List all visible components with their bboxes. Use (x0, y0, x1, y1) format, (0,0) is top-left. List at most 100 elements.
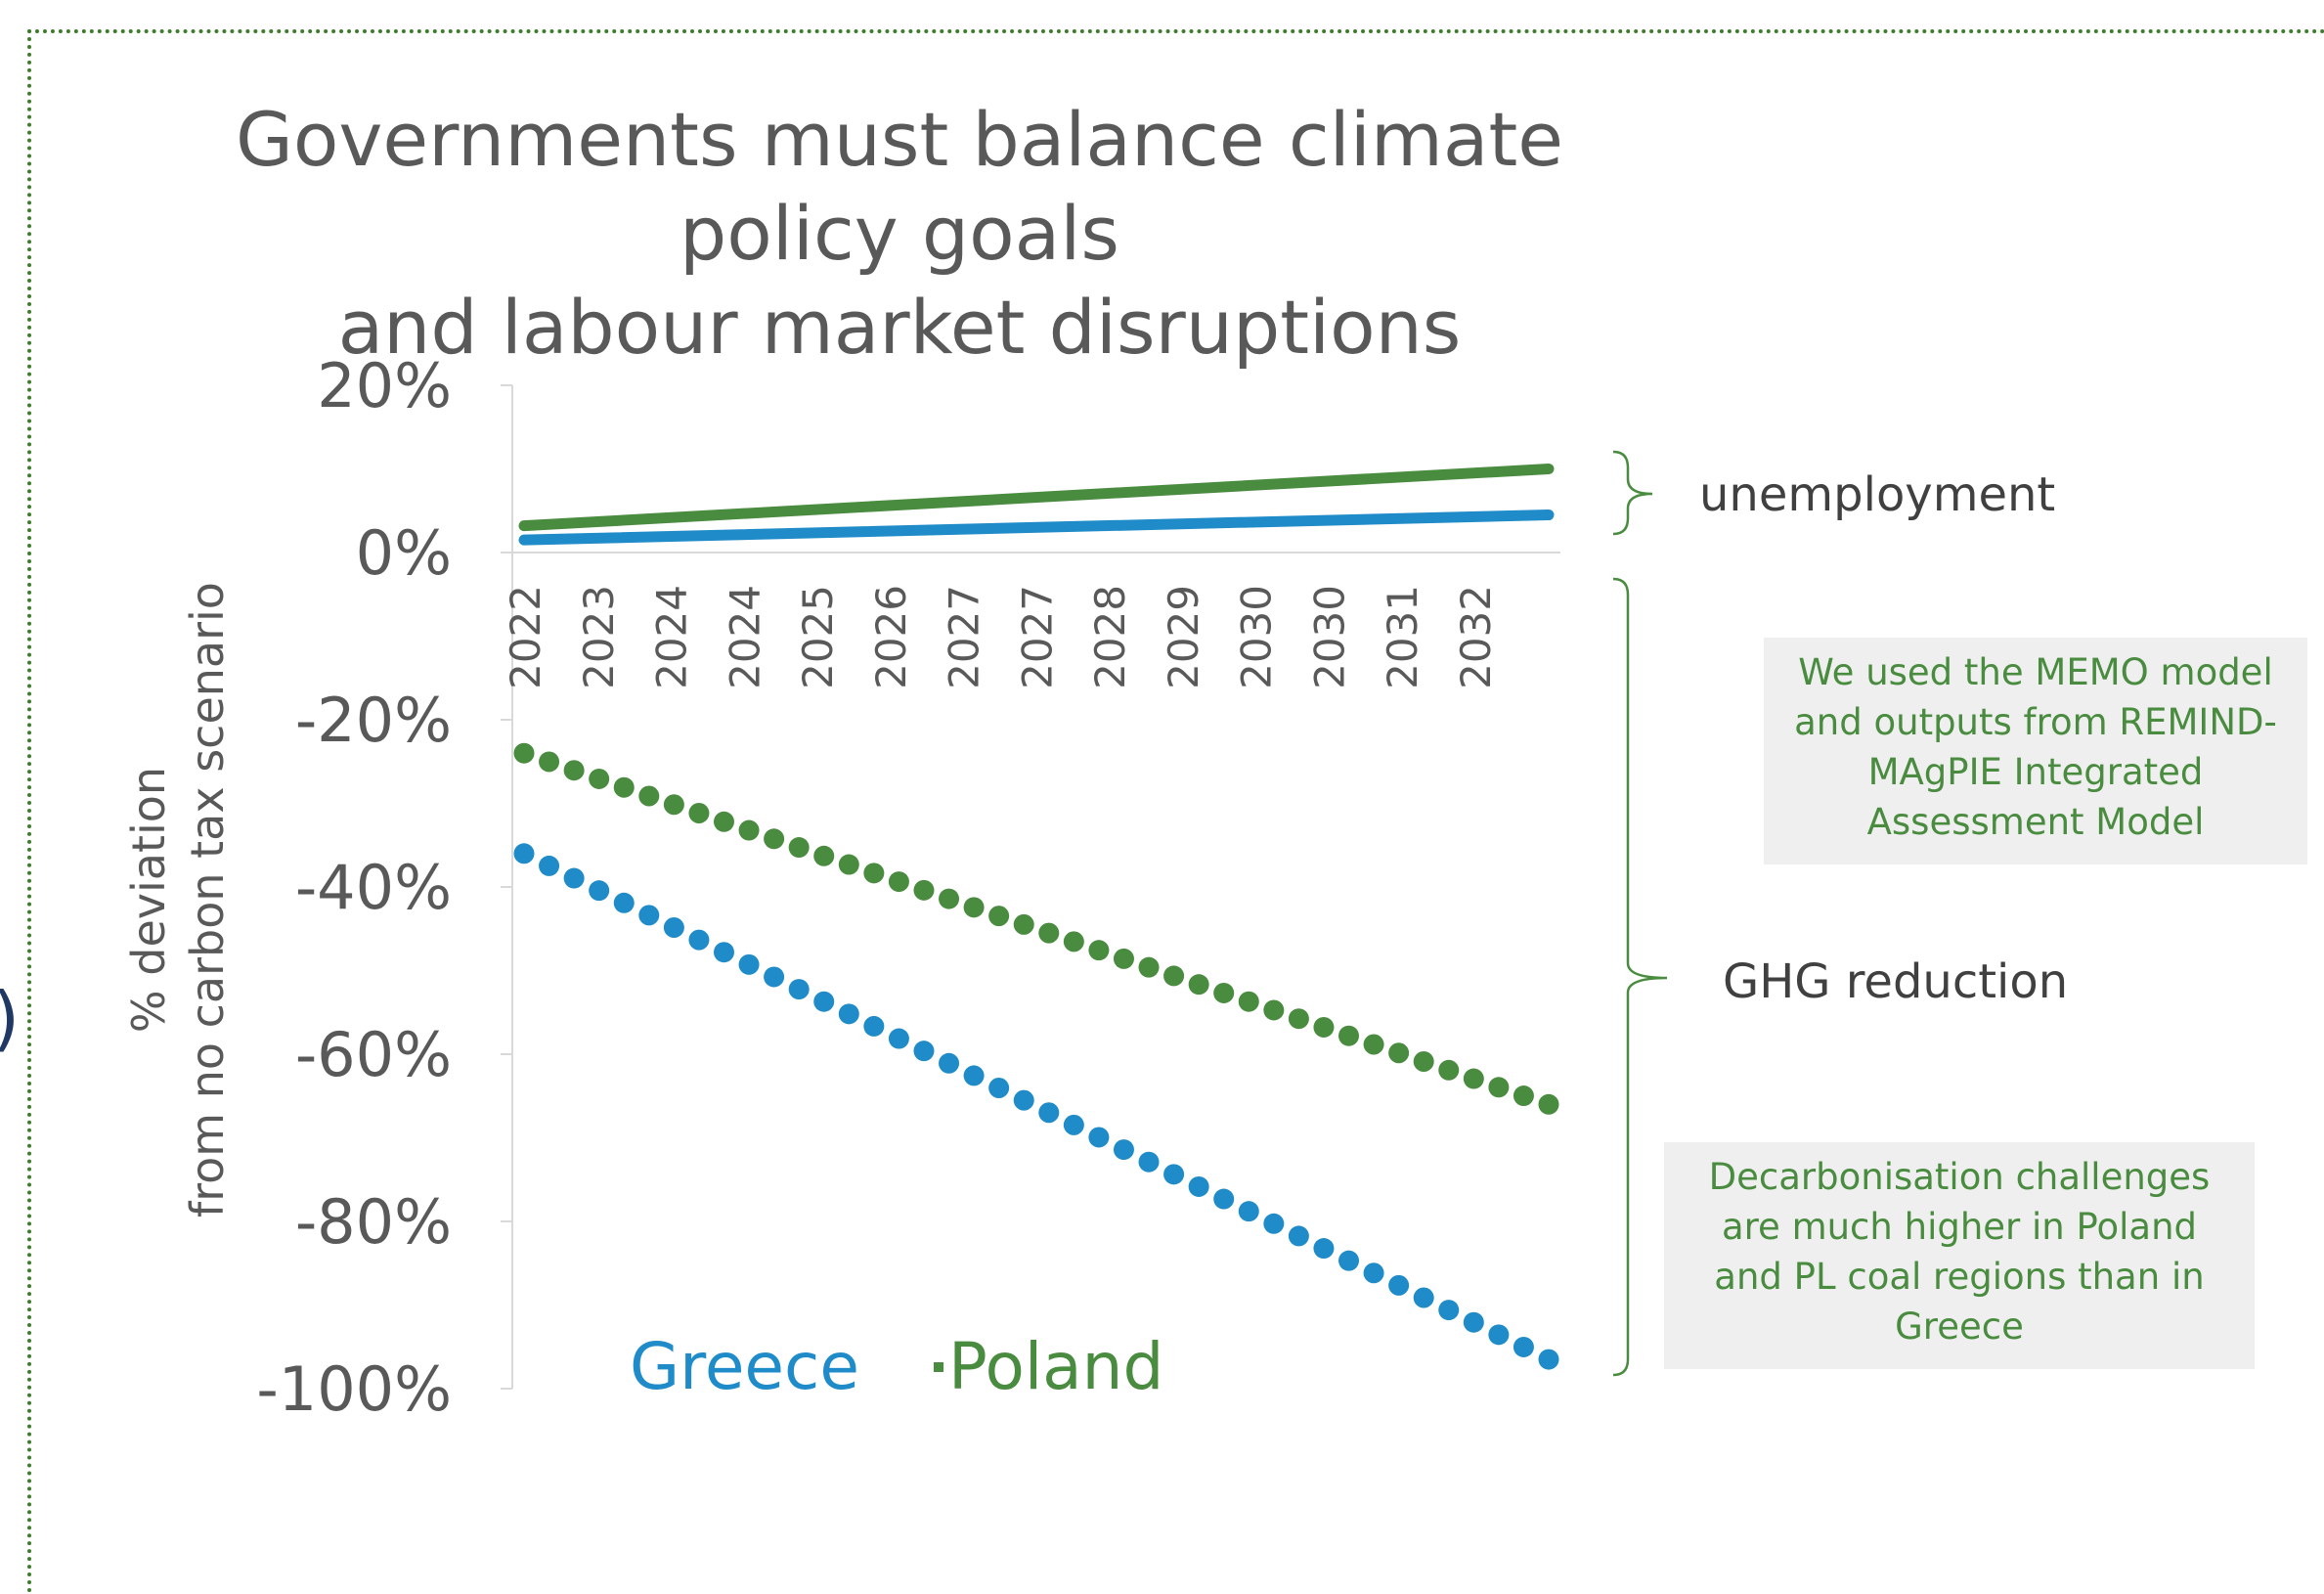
greece-ghg-reduction-point (613, 892, 635, 913)
greece-ghg-reduction-point (1513, 1336, 1534, 1357)
x-tick-label: 2024 (648, 585, 696, 689)
greece-unemployment-line (518, 509, 1555, 546)
greece-ghg-reduction-point (539, 855, 560, 876)
chart-title: Governments must balance climate policy … (215, 93, 1584, 375)
y-tick-label: -20% (295, 685, 452, 756)
poland-ghg-reduction-point (563, 760, 585, 781)
unemployment-label: unemployment (1699, 467, 2055, 522)
poland-ghg-reduction-point (939, 888, 960, 909)
greece-ghg-reduction-point (913, 1041, 935, 1062)
poland-ghg-reduction-point (838, 854, 859, 875)
greece-ghg-reduction-point (1263, 1213, 1285, 1234)
poland-ghg-reduction-point (638, 785, 660, 807)
poland-ghg-reduction-point (764, 828, 785, 850)
poland-ghg-reduction-point (1163, 965, 1185, 987)
greece-ghg-reduction-point (1088, 1127, 1110, 1148)
poland-ghg-reduction-point (1188, 974, 1209, 996)
x-tick-label: 2025 (794, 585, 842, 689)
poland-ghg-reduction-point (589, 768, 610, 789)
greece-ghg-reduction-point (764, 966, 785, 988)
greece-ghg-reduction-point (638, 905, 660, 926)
greece-ghg-reduction-point (1063, 1114, 1084, 1135)
poland-ghg-reduction-point (863, 863, 885, 884)
title-line-1: Governments must balance climate policy … (235, 96, 1564, 277)
poland-ghg-reduction-point (1363, 1034, 1384, 1055)
greece-ghg-reduction-point (1038, 1102, 1060, 1124)
greece-ghg-reduction-point (663, 916, 684, 938)
poland-ghg-reduction-point (1338, 1025, 1360, 1046)
legend-poland-marker (934, 1362, 943, 1372)
greece-ghg-reduction-point (688, 929, 710, 951)
greece-ghg-reduction-point (738, 953, 760, 975)
poland-ghg-reduction-point (1138, 956, 1160, 978)
poland-ghg-reduction-point (1013, 913, 1034, 935)
greece-ghg-reduction-point (1313, 1238, 1335, 1260)
greece-ghg-reduction-point (563, 867, 585, 889)
dotted-frame (27, 29, 2324, 1594)
greece-ghg-reduction-point (1188, 1175, 1209, 1197)
poland-ghg-reduction-point (1313, 1016, 1335, 1038)
poland-unemployment-line (518, 464, 1555, 532)
greece-ghg-reduction-point (1113, 1139, 1134, 1161)
greece-ghg-reduction-point (713, 942, 734, 963)
memo-model-note: We used the MEMO model and outputs from … (1764, 638, 2307, 864)
greece-ghg-reduction-point (988, 1078, 1010, 1099)
greece-ghg-reduction-point (1163, 1164, 1185, 1185)
poland-ghg-reduction-point (1413, 1051, 1434, 1073)
legend-greece: Greece (630, 1329, 859, 1404)
y-axis-label-line-1: % deviation (122, 767, 175, 1033)
x-tick-labels: 2022 2023 2024 2024 2025 2026 2027 2027 2028 2029… (502, 585, 1500, 689)
poland-ghg-reduction-point (513, 742, 535, 764)
axes (501, 384, 1560, 1390)
x-tick-label: 2028 (1086, 585, 1134, 689)
greece-ghg-reduction-point (1213, 1188, 1235, 1210)
greece-ghg-reduction-point (888, 1028, 909, 1049)
ghg-reduction-label: GHG reduction (1723, 954, 2068, 1009)
x-tick-label: 2031 (1379, 585, 1426, 689)
chart-svg: 20%0%-20%-40%-60%-80%-100% 2022 2023 2024 2… (122, 350, 2068, 1425)
greece-ghg-reduction-point (589, 880, 610, 902)
decarb-note-line-4: Greece (1895, 1306, 2024, 1348)
decarb-note-line-1: Decarbonisation challenges (1708, 1156, 2211, 1198)
series-group (513, 464, 1559, 1370)
greece-ghg-reduction-point (1388, 1274, 1410, 1296)
poland-ghg-reduction-point (1438, 1059, 1460, 1081)
poland-ghg-reduction-point (1063, 931, 1084, 952)
x-tick-label: 2024 (721, 585, 768, 689)
poland-ghg-reduction-point (1538, 1093, 1559, 1115)
x-tick-label: 2032 (1452, 585, 1500, 689)
greece-ghg-reduction-point (939, 1052, 960, 1074)
poland-ghg-reduction-point (539, 751, 560, 773)
y-tick-label: -40% (295, 852, 452, 923)
x-tick-label: 2030 (1233, 585, 1281, 689)
poland-ghg-reduction-point (1463, 1068, 1484, 1089)
x-tick-label: 2029 (1160, 585, 1207, 689)
poland-ghg-reduction-point (963, 897, 985, 918)
y-tick-label: 0% (356, 517, 452, 589)
greece-ghg-reduction-point (1463, 1311, 1484, 1333)
decarb-note-line-3: and PL coal regions than in (1714, 1256, 2205, 1298)
greece-ghg-reduction-point (1138, 1151, 1160, 1173)
greece-ghg-reduction-point (1538, 1349, 1559, 1370)
y-tick-label: 20% (317, 350, 452, 421)
poland-ghg-reduction-point (913, 879, 935, 901)
greece-ghg-reduction-point (813, 991, 835, 1012)
greece-ghg-reduction-point (963, 1065, 985, 1086)
poland-ghg-reduction-point (688, 803, 710, 824)
poland-ghg-reduction-point (613, 776, 635, 798)
x-tick-label: 2027 (1013, 585, 1061, 689)
ghg-brace (1612, 577, 1668, 1377)
poland-ghg-reduction-point (888, 871, 909, 893)
greece-ghg-reduction-point (1363, 1262, 1384, 1284)
greece-ghg-reduction-point (1238, 1201, 1259, 1222)
y-tick-label: -60% (295, 1019, 452, 1090)
greece-ghg-reduction-point (1288, 1225, 1309, 1247)
greece-ghg-reduction-point (788, 979, 810, 1000)
greece-ghg-reduction-point (1013, 1089, 1034, 1111)
poland-ghg-reduction-point (988, 906, 1010, 927)
decarbonisation-note: Decarbonisation challenges are much high… (1664, 1142, 2255, 1369)
y-axis-label-line-2: from no carbon tax scenario (181, 582, 234, 1218)
greece-ghg-reduction-point (838, 1003, 859, 1025)
poland-ghg-reduction-point (788, 837, 810, 859)
poland-ghg-reduction-point (1488, 1077, 1510, 1098)
